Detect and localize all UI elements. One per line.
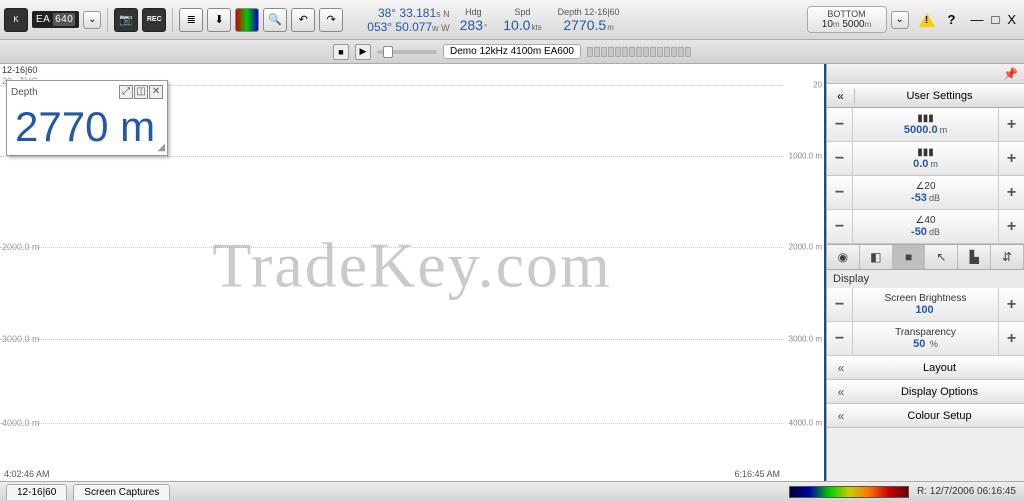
display-setting-row: −Screen Brightness100 + — [827, 288, 1024, 322]
echogram-pane[interactable]: 12-16|60 20 TVG 201000.0 m2000.0 m3000.0… — [0, 64, 826, 481]
panel-tab-1[interactable]: ◧ — [860, 245, 893, 269]
status-datetime: R: 12/7/2006 06:16:45 — [917, 486, 1024, 497]
panel-title: User Settings — [855, 90, 1024, 102]
zoom-icon[interactable]: 🔍 — [263, 8, 287, 32]
panel-tab-2[interactable]: ■ — [893, 245, 926, 269]
status-bar: 12-16|60 Screen Captures R: 12/7/2006 06:… — [0, 481, 1024, 501]
window-controls: — □ X — [968, 12, 1018, 27]
setting-value[interactable]: ∠20-53dB — [853, 176, 998, 209]
setting-value[interactable]: ∠40-50dB — [853, 210, 998, 243]
increment-button[interactable]: + — [998, 142, 1024, 175]
status-tab[interactable]: 12-16|60 — [6, 484, 67, 500]
position-readout: 38° 33.181s N 053° 50.077w W — [367, 6, 449, 34]
panel-header: « User Settings — [827, 84, 1024, 108]
redo-icon[interactable]: ↷ — [319, 8, 343, 32]
brand-logo: K — [4, 8, 28, 32]
record-icon[interactable]: REC — [142, 8, 166, 32]
panel-tabstrip: ◉◧■↖▙⇵ — [827, 244, 1024, 270]
color-scale-bar — [789, 486, 909, 498]
panel-tab-4[interactable]: ▙ — [958, 245, 991, 269]
stop-button[interactable]: ■ — [333, 44, 349, 60]
panel-nav-button[interactable]: «Layout — [827, 356, 1024, 380]
overlay-close-icon[interactable]: ✕ — [149, 85, 163, 99]
decrement-button[interactable]: − — [827, 176, 853, 209]
overlay-split-icon[interactable]: ◫ — [134, 85, 148, 99]
setting-row: −∠20-53dB+ — [827, 176, 1024, 210]
section-label: Display — [827, 270, 1024, 288]
camera-icon[interactable]: 📷 — [114, 8, 138, 32]
display-setting-value[interactable]: Screen Brightness100 — [853, 288, 998, 321]
status-tab[interactable]: Screen Captures — [73, 484, 170, 500]
marker-icon[interactable]: ⬇ — [207, 8, 231, 32]
progress-segments — [587, 47, 691, 57]
panel-nav-button[interactable]: «Display Options — [827, 380, 1024, 404]
bottom-range-pill[interactable]: BOTTOM 10m 5000m — [807, 6, 887, 33]
decrement-button[interactable]: − — [827, 108, 853, 141]
toolbar-separator — [107, 8, 108, 32]
setting-row: −▮▮▮0.0m+ — [827, 142, 1024, 176]
top-toolbar: K EA 640 ⌄ 📷 REC ≣ ⬇ 🔍 ↶ ↷ 38° 33.181s N… — [0, 0, 1024, 40]
toolbar-separator — [172, 8, 173, 32]
undo-icon[interactable]: ↶ — [291, 8, 315, 32]
setting-value[interactable]: ▮▮▮0.0m — [853, 142, 998, 175]
increment-button[interactable]: + — [998, 176, 1024, 209]
app-window: K EA 640 ⌄ 📷 REC ≣ ⬇ 🔍 ↶ ↷ 38° 33.181s N… — [0, 0, 1024, 501]
increment-button[interactable]: + — [998, 108, 1024, 141]
panel-tab-3[interactable]: ↖ — [925, 245, 958, 269]
panel-nav-button[interactable]: «Colour Setup — [827, 404, 1024, 428]
source-label[interactable]: Demo 12kHz 4100m EA600 — [443, 44, 581, 59]
layers-icon[interactable]: ≣ — [179, 8, 203, 32]
depth-readout: Depth 12-16|60 2770.5m — [552, 7, 626, 33]
time-start-label: 4:02:46 AM — [4, 469, 50, 479]
maximize-button[interactable]: □ — [989, 12, 1001, 27]
playback-speed-slider[interactable] — [377, 50, 437, 54]
decrement-button[interactable]: − — [827, 288, 853, 321]
decrement-button[interactable]: − — [827, 322, 853, 355]
display-setting-row: −Transparency50 %+ — [827, 322, 1024, 356]
speed-readout: Spd 10.0kts — [497, 7, 547, 33]
help-button[interactable]: ? — [945, 12, 959, 27]
setting-row: −∠40-50dB+ — [827, 210, 1024, 244]
setting-value[interactable]: ▮▮▮5000.0m — [853, 108, 998, 141]
panel-back-button[interactable]: « — [827, 89, 855, 103]
increment-button[interactable]: + — [998, 288, 1024, 321]
pin-icon[interactable]: 📌 — [1003, 67, 1018, 81]
increment-button[interactable]: + — [998, 322, 1024, 355]
minimize-button[interactable]: — — [968, 12, 985, 27]
time-end-label: 6:16:45 AM — [734, 469, 780, 479]
depth-overlay-panel[interactable]: Depth ⤢ ◫ ✕ 2770 m ◢ — [6, 80, 168, 156]
warning-icon[interactable]: ! — [917, 13, 937, 27]
panel-tab-0[interactable]: ◉ — [827, 245, 860, 269]
play-button[interactable]: ▶ — [355, 44, 371, 60]
heading-readout: Hdg 283° — [454, 7, 494, 33]
decrement-button[interactable]: − — [827, 142, 853, 175]
right-panel: 📌 « User Settings −▮▮▮5000.0m+−▮▮▮0.0m+−… — [826, 64, 1024, 481]
overlay-title: Depth — [11, 87, 38, 98]
display-setting-value[interactable]: Transparency50 % — [853, 322, 998, 355]
main-area: 12-16|60 20 TVG 201000.0 m2000.0 m3000.0… — [0, 64, 1024, 481]
playback-bar: ■ ▶ Demo 12kHz 4100m EA600 — [0, 40, 1024, 64]
setting-row: −▮▮▮5000.0m+ — [827, 108, 1024, 142]
product-badge: EA 640 — [32, 11, 79, 28]
depth-big-value: 2770 m — [11, 99, 163, 151]
panel-tab-5[interactable]: ⇵ — [991, 245, 1024, 269]
overlay-expand-icon[interactable]: ⤢ — [119, 85, 133, 99]
palette-icon[interactable] — [235, 8, 259, 32]
decrement-button[interactable]: − — [827, 210, 853, 243]
increment-button[interactable]: + — [998, 210, 1024, 243]
product-menu-chevron-icon[interactable]: ⌄ — [83, 11, 101, 29]
resize-handle-icon[interactable]: ◢ — [157, 142, 165, 153]
range-chevron-icon[interactable]: ⌄ — [891, 11, 909, 29]
close-button[interactable]: X — [1005, 12, 1018, 27]
